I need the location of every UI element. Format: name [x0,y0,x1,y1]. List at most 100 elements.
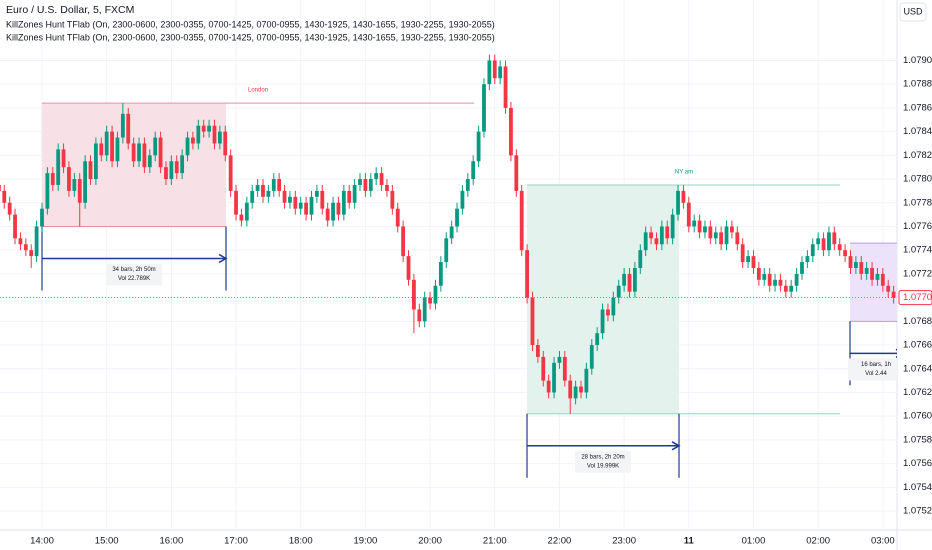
y-tick-label: 1.07860 [903,102,932,113]
candle-body [45,173,50,209]
candle-body [309,196,314,215]
measure-label-box [575,450,631,473]
candle-body [29,250,34,257]
candle-body [633,267,637,292]
candle-body [234,190,238,215]
candle-body [191,137,195,144]
candle-body [433,285,438,304]
candle-body [487,60,492,85]
candle-body [379,173,384,185]
currency-button[interactable] [899,2,927,22]
y-tick-label: 1.07540 [903,482,932,493]
candle-body [482,84,486,132]
candle-body [600,309,605,334]
candle-body [503,66,508,108]
candle-body [810,244,815,257]
candle-body [412,279,416,310]
candle-body [622,273,627,286]
candle-body [196,125,201,144]
candle-body [724,226,729,245]
candle-body [277,179,282,191]
candle-body [649,232,653,239]
candle-body [568,380,573,399]
y-tick-label: 1.07760 [903,221,932,232]
candle-body [676,190,680,215]
measure-volume: Vol 2.44 [865,371,887,377]
candle-body [282,190,287,203]
candle-body [659,226,664,245]
candle-body [271,179,276,191]
candle-body [697,220,702,233]
candle-body [514,155,519,191]
candle-body [519,190,524,251]
candle-body [223,131,228,156]
candle-body [546,380,551,393]
y-tick-label: 1.07820 [903,150,932,161]
candle-body [535,345,540,357]
candle-body [686,202,691,227]
candle-body [347,190,352,203]
candle-body [573,386,578,399]
currency-label[interactable]: USD [903,6,923,16]
candle-body [180,155,185,174]
candle-body [681,190,686,203]
candle-body [692,220,697,227]
candle-body [395,208,400,227]
x-tick-label: 21:00 [483,536,507,547]
candle-body [740,244,745,263]
candle-body [83,161,88,203]
candle-body [212,125,217,144]
candle-body [428,297,432,304]
x-tick-label: 17:00 [224,536,248,547]
candle-body [0,184,1,191]
candle-body [352,184,357,203]
candle-body [853,262,858,268]
candle-body [207,125,211,132]
candle-body [880,273,885,286]
candle-body [670,214,675,239]
candle-body [34,226,39,257]
y-tick-label: 1.07660 [903,340,932,351]
candle-body [99,143,104,156]
indicator-legend: KillZones Hunt TFlab (On, 2300-0600, 230… [6,19,495,29]
y-tick-label: 1.07780 [903,197,932,208]
candle-body [525,250,529,298]
candle-body [228,155,233,191]
candle-body [115,137,120,162]
candle-body [552,362,556,393]
x-tick-label: 03:00 [871,536,895,547]
header: Euro / U.S. Dollar, 5, FXCM KillZones Hu… [6,2,927,42]
candle-body [730,226,734,233]
candle-body [509,107,513,156]
session-zones: London 34 bars, 2h 50m Vol 22.789K NY am 28 … [41,88,897,478]
candle-body [886,285,891,292]
candle-body [320,190,325,209]
candle-body [94,143,98,180]
candle-body [417,309,422,322]
candle-body [385,184,389,191]
candle-body [703,226,707,233]
candle-body [169,161,174,180]
measure-bars: 34 bars, 2h 50m [112,267,155,273]
x-tick-label: 20:00 [418,536,442,547]
candle-body [465,179,470,191]
candle-body [606,309,610,316]
candle-body [794,273,799,286]
candle-body [50,173,55,185]
candle-body [471,161,476,180]
candle-body [492,60,497,79]
candle-body [13,214,17,239]
candle-body [67,167,71,191]
candle-body [789,285,794,292]
candle-body [293,196,298,209]
candle-body [325,208,330,221]
y-tick-label: 1.07840 [903,126,932,137]
candle-body [589,345,594,369]
x-tick-label: 01:00 [742,536,766,547]
candle-body [250,190,255,203]
y-tick-label: 1.07800 [903,174,932,185]
y-tick-label: 1.07720 [903,268,932,279]
candle-body [805,256,810,263]
candle-body [331,202,335,221]
